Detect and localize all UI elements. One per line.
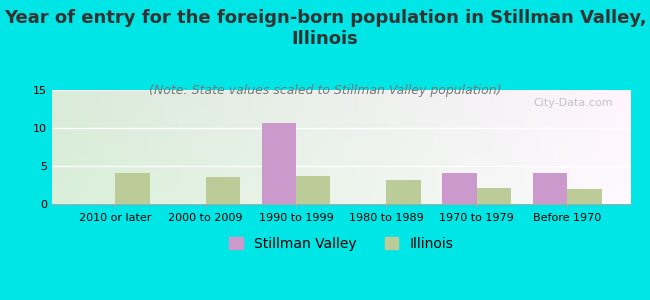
Bar bbox=[262, 123, 296, 204]
Bar bbox=[387, 180, 421, 204]
Text: City-Data.com: City-Data.com bbox=[534, 98, 613, 108]
Bar bbox=[533, 173, 567, 204]
Bar bbox=[443, 173, 477, 204]
Bar bbox=[205, 177, 240, 204]
Bar bbox=[115, 173, 150, 204]
Text: Year of entry for the foreign-born population in Stillman Valley,
Illinois: Year of entry for the foreign-born popul… bbox=[4, 9, 646, 48]
Text: (Note: State values scaled to Stillman Valley population): (Note: State values scaled to Stillman V… bbox=[149, 84, 501, 97]
Legend: Stillman Valley, Illinois: Stillman Valley, Illinois bbox=[224, 231, 459, 256]
Bar bbox=[567, 189, 602, 204]
Bar bbox=[477, 188, 511, 204]
Bar bbox=[296, 176, 330, 204]
